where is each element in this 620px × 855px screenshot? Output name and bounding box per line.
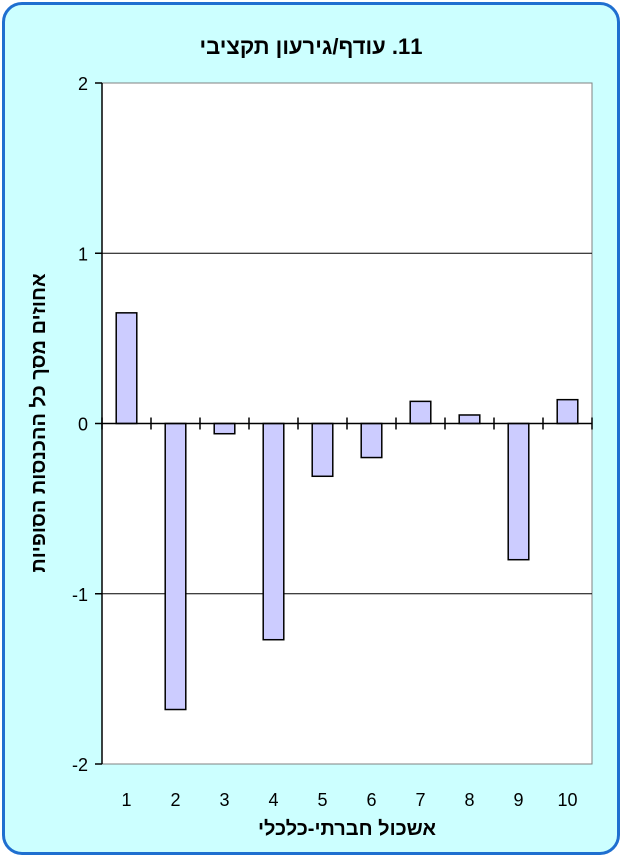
- x-tick-label: 7: [415, 790, 425, 810]
- x-tick-label: 3: [219, 790, 229, 810]
- x-tick-label: 6: [366, 790, 376, 810]
- x-tick-label: 5: [317, 790, 327, 810]
- bar: [556, 398, 579, 425]
- x-axis-title: אשכול חברתי-כלכלי: [258, 818, 436, 840]
- bar: [262, 422, 285, 641]
- y-tick-label: 2: [78, 74, 88, 94]
- bar: [360, 422, 383, 459]
- x-tick-label: 4: [268, 790, 278, 810]
- x-tick-label: 10: [557, 790, 577, 810]
- x-tick-label: 9: [513, 790, 523, 810]
- bar: [213, 422, 236, 435]
- x-tick-label: 2: [170, 790, 180, 810]
- y-tick-label: -2: [72, 755, 88, 775]
- x-tick-label: 8: [464, 790, 474, 810]
- bar: [115, 312, 138, 425]
- chart-title: 11. עודף/גירעון תקציבי: [200, 34, 423, 59]
- bar: [458, 414, 481, 425]
- axes: [95, 82, 593, 765]
- x-tick-labels: 1 2 3 4 5 6 7 8 9 10: [121, 790, 577, 810]
- bars: [115, 312, 579, 711]
- bar: [507, 422, 530, 561]
- bar: [409, 400, 432, 425]
- y-tick-labels: 2 1 0 -1 -2: [72, 74, 88, 775]
- bar: [164, 422, 187, 711]
- y-tick-label: 0: [78, 415, 88, 435]
- y-axis-title: אחוזים מסך כל ההכנסות הסופיות: [28, 273, 50, 573]
- bar: [311, 422, 334, 478]
- x-tick-label: 1: [121, 790, 131, 810]
- y-tick-label: -1: [72, 585, 88, 605]
- y-tick-label: 1: [78, 244, 88, 264]
